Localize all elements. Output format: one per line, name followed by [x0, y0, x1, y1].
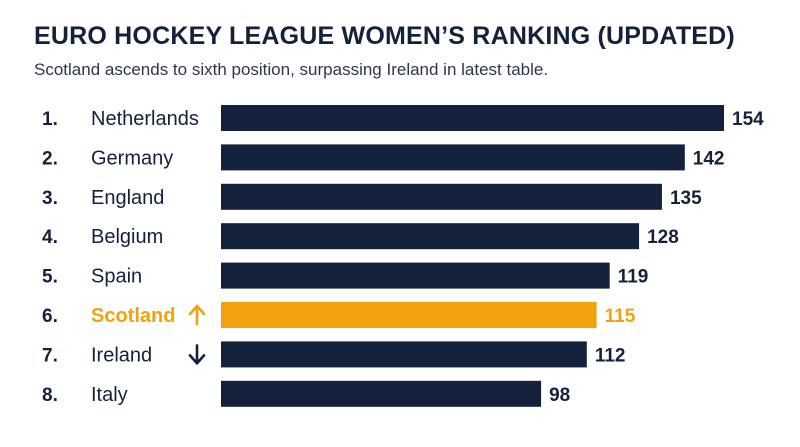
- arrow-up-icon-path: [188, 304, 206, 326]
- bar: [221, 302, 597, 328]
- rank-label: 2.: [42, 148, 58, 169]
- arrow-down-icon: [188, 344, 206, 365]
- rank-label: 6.: [42, 306, 58, 327]
- arrow-up-icon: [188, 304, 206, 326]
- rank-label: 5.: [42, 267, 58, 288]
- arrow-down-icon-path: [188, 344, 206, 365]
- team-name-label: Netherlands: [91, 108, 199, 130]
- value-label: 135: [670, 188, 702, 209]
- bar: [221, 262, 610, 289]
- value-label: 154: [732, 109, 764, 130]
- bar: [221, 223, 640, 250]
- bar: [221, 144, 685, 171]
- team-name-label: Ireland: [91, 344, 152, 366]
- bar: [221, 341, 587, 368]
- value-label: 98: [549, 385, 570, 406]
- team-name-label: Spain: [91, 266, 142, 288]
- value-label: 115: [605, 306, 636, 327]
- team-name-label: Germany: [91, 147, 173, 169]
- rank-label: 3.: [42, 188, 58, 209]
- chart-subtitle: Scotland ascends to sixth position, surp…: [34, 60, 549, 79]
- bar: [221, 105, 724, 131]
- team-name-label: England: [91, 187, 164, 209]
- team-name-label: Belgium: [91, 226, 163, 248]
- bar: [221, 183, 662, 210]
- team-name-label: Scotland: [91, 305, 175, 327]
- value-label: 119: [618, 267, 649, 288]
- team-name-label: Italy: [91, 384, 128, 406]
- rank-label: 4.: [42, 227, 58, 248]
- rank-label: 1.: [42, 109, 58, 130]
- rank-label: 7.: [42, 345, 58, 366]
- chart-title: EURO HOCKEY LEAGUE WOMEN’S RANKING (UPDA…: [34, 22, 735, 50]
- rank-label: 8.: [42, 385, 58, 406]
- bar: [221, 380, 542, 407]
- value-label: 142: [693, 148, 725, 169]
- value-label: 128: [647, 227, 679, 248]
- value-label: 112: [595, 345, 626, 366]
